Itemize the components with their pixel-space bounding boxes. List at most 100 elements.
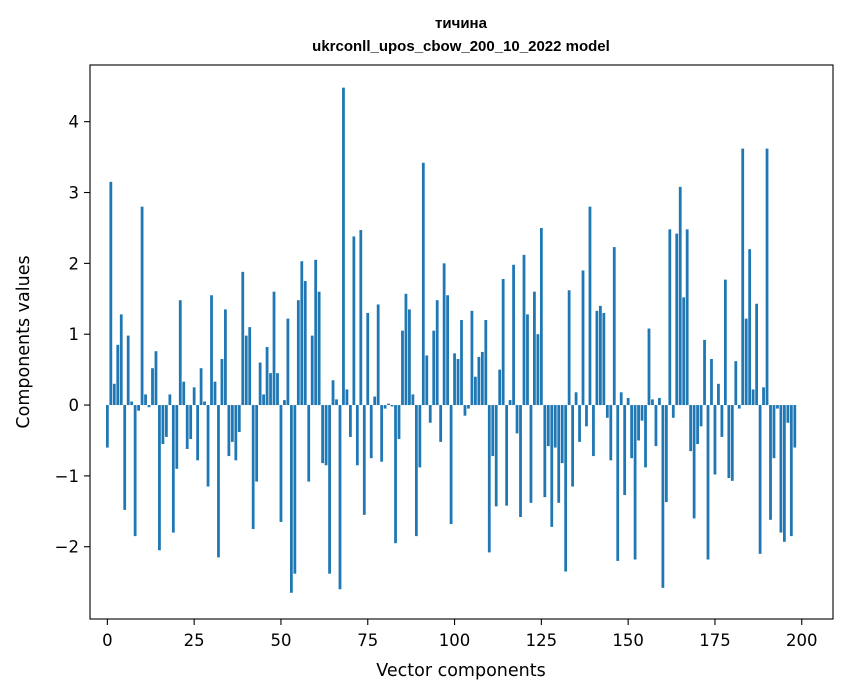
bar: [755, 303, 759, 406]
bar: [710, 359, 713, 406]
bar: [762, 387, 765, 406]
bar: [741, 148, 745, 406]
bar: [588, 206, 592, 406]
bar: [501, 278, 505, 406]
bar: [720, 405, 724, 437]
bar: [394, 405, 397, 544]
bar: [383, 405, 387, 409]
bar: [449, 405, 453, 525]
bar: [293, 405, 297, 574]
bar: [425, 355, 429, 406]
bar: [526, 314, 529, 406]
bar: [592, 405, 595, 457]
bar: [175, 405, 179, 469]
bar: [269, 373, 272, 406]
bar: [418, 405, 422, 468]
bar: [779, 405, 783, 533]
bar: [338, 405, 342, 590]
bar: [560, 405, 564, 464]
bar: [119, 314, 123, 406]
bar: [609, 405, 613, 461]
bar: [703, 339, 706, 406]
bar: [470, 310, 474, 406]
bar: [161, 405, 165, 445]
bar: [730, 405, 734, 481]
bar: [335, 399, 338, 406]
bar: [224, 309, 227, 406]
bar: [116, 344, 120, 406]
bar: [258, 362, 262, 406]
bar: [744, 318, 748, 406]
x-tick-label: 25: [184, 631, 205, 650]
bar: [758, 405, 762, 554]
bar: [505, 405, 509, 506]
bar: [137, 405, 140, 411]
bar: [477, 356, 481, 406]
bar: [706, 405, 710, 560]
bar: [689, 405, 693, 452]
bar: [484, 320, 488, 406]
bar: [158, 405, 161, 551]
bar: [286, 318, 290, 406]
bar: [414, 405, 418, 537]
bar: [404, 293, 408, 406]
bar: [210, 295, 213, 406]
bar: [546, 405, 550, 447]
bar: [737, 405, 741, 409]
bar: [376, 304, 380, 406]
bar: [442, 263, 446, 406]
x-tick-label: 200: [786, 631, 818, 650]
bar: [241, 271, 245, 406]
bar: [272, 291, 276, 406]
bar: [255, 405, 259, 482]
bar: [355, 405, 359, 466]
bar: [262, 394, 265, 406]
bar: [498, 369, 502, 406]
bar: [640, 405, 644, 421]
bar: [543, 405, 547, 498]
x-tick-label: 75: [357, 631, 378, 650]
bar: [595, 310, 599, 406]
bar: [713, 405, 717, 475]
bar: [362, 405, 366, 515]
bar: [564, 405, 568, 572]
bar: [213, 381, 217, 406]
y-tick-label: 4: [69, 113, 80, 132]
bar: [602, 312, 606, 406]
bar: [630, 405, 634, 459]
bar: [168, 394, 172, 406]
bar: [723, 279, 727, 406]
bar: [244, 335, 248, 406]
bar: [598, 305, 602, 406]
bar: [776, 405, 779, 409]
bar: [616, 405, 620, 561]
bar: [480, 351, 484, 406]
bar: [349, 405, 352, 437]
bar: [748, 249, 752, 406]
y-axis-ticks: −2 −1 0 1 2 3 4: [55, 113, 90, 557]
bar: [769, 405, 772, 520]
bar: [474, 376, 477, 406]
bar: [331, 380, 335, 406]
bar: [533, 291, 536, 406]
bar: [494, 405, 498, 507]
bar: [446, 295, 449, 406]
bar: [428, 405, 432, 423]
bar: [765, 148, 769, 406]
bar: [435, 300, 439, 406]
bar: [154, 351, 158, 406]
bar: [307, 405, 311, 482]
bar: [692, 405, 696, 519]
bar: [644, 405, 647, 468]
bar: [654, 405, 658, 447]
bar: [171, 405, 175, 533]
bar: [387, 403, 390, 406]
bar: [408, 309, 411, 406]
bar: [772, 405, 776, 459]
bar: [300, 261, 304, 406]
bar: [317, 291, 321, 406]
bar: [359, 230, 363, 406]
bar: [151, 368, 154, 406]
bar: [529, 405, 533, 503]
bar: [664, 405, 668, 503]
